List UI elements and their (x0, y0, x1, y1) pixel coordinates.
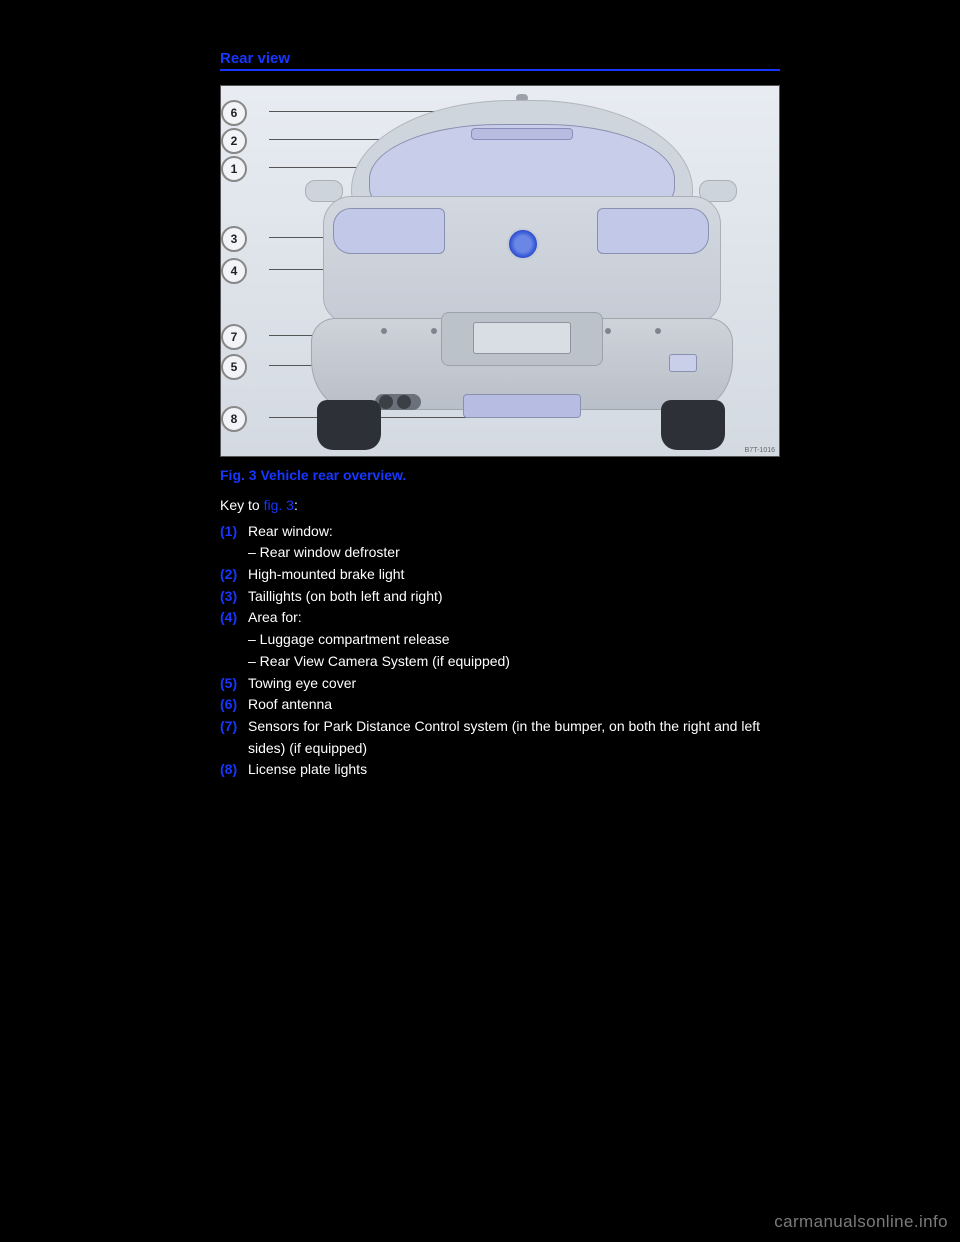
key-num: (3) (220, 586, 248, 608)
heading-rule (220, 69, 780, 71)
taillight-left (333, 208, 445, 254)
callout-4: 4 (221, 258, 247, 284)
key-row: (1) Rear window: (220, 521, 780, 543)
tire-right (661, 400, 725, 450)
callout-1: 1 (221, 156, 247, 182)
tire-left (317, 400, 381, 450)
page: Rear view 6 2 1 3 4 7 5 8 (0, 0, 960, 1242)
key-num: (7) (220, 716, 248, 738)
callout-6: 6 (221, 100, 247, 126)
key-sub: . – Luggage compartment release (220, 629, 780, 651)
high-brake-light (471, 128, 573, 140)
key-row: (3) Taillights (on both left and right) (220, 586, 780, 608)
figure-caption: Fig. 3 Vehicle rear overview. (220, 467, 780, 483)
key-text: Sensors for Park Distance Control system… (248, 716, 780, 759)
exhaust (375, 394, 421, 410)
key-intro-suffix: : (294, 497, 298, 513)
callout-2: 2 (221, 128, 247, 154)
key-text: Towing eye cover (248, 673, 780, 695)
pdc-sensor (655, 328, 661, 334)
key-num: (6) (220, 694, 248, 716)
callout-5: 5 (221, 354, 247, 380)
license-plate (473, 322, 571, 354)
watermark: carmanualsonline.info (774, 1212, 948, 1232)
key-num: (4) (220, 607, 248, 629)
key-row: (7) Sensors for Park Distance Control sy… (220, 716, 780, 759)
key-row: (5) Towing eye cover (220, 673, 780, 695)
pdc-sensor (431, 328, 437, 334)
vw-emblem (507, 228, 539, 260)
key-num: (2) (220, 564, 248, 586)
callout-3: 3 (221, 226, 247, 252)
car-illustration (311, 96, 731, 446)
key-num: (8) (220, 759, 248, 781)
key-text: Taillights (on both left and right) (248, 586, 780, 608)
key-num: (1) (220, 521, 248, 543)
pdc-sensor (605, 328, 611, 334)
key-text: High-mounted brake light (248, 564, 780, 586)
figure-credit: B7T-1016 (745, 447, 775, 454)
key-intro-link: fig. 3 (264, 497, 294, 513)
key-text: License plate lights (248, 759, 780, 781)
key-text: Rear window: (248, 521, 780, 543)
key-row: (8) License plate lights (220, 759, 780, 781)
key-row: (6) Roof antenna (220, 694, 780, 716)
section-heading: Rear view (220, 50, 780, 67)
pdc-sensor (381, 328, 387, 334)
key-row: (2) High-mounted brake light (220, 564, 780, 586)
callout-7: 7 (221, 324, 247, 350)
key-text: Area for: (248, 607, 780, 629)
figure-rear-view: 6 2 1 3 4 7 5 8 (220, 85, 780, 457)
key-sub: . – Rear window defroster (220, 542, 780, 564)
taillight-right (597, 208, 709, 254)
key-intro: Key to fig. 3: (220, 495, 780, 517)
caption-prefix: Fig. 3 (220, 467, 260, 483)
key-row: (4) Area for: (220, 607, 780, 629)
key-text: Roof antenna (248, 694, 780, 716)
key-intro-prefix: Key to (220, 497, 264, 513)
key-sub: . – Rear View Camera System (if equipped… (220, 651, 780, 673)
caption-text: Vehicle rear overview. (260, 467, 406, 483)
key-list: Key to fig. 3: (1) Rear window: . – Rear… (220, 495, 780, 781)
key-sub-text: – Luggage compartment release (248, 629, 780, 651)
key-sub-text: – Rear window defroster (248, 542, 780, 564)
key-num: (5) (220, 673, 248, 695)
content-column: Rear view 6 2 1 3 4 7 5 8 (220, 50, 780, 781)
license-plate-light (463, 394, 581, 418)
tow-eye-cover (669, 354, 697, 372)
callout-8: 8 (221, 406, 247, 432)
key-sub-text: – Rear View Camera System (if equipped) (248, 651, 780, 673)
